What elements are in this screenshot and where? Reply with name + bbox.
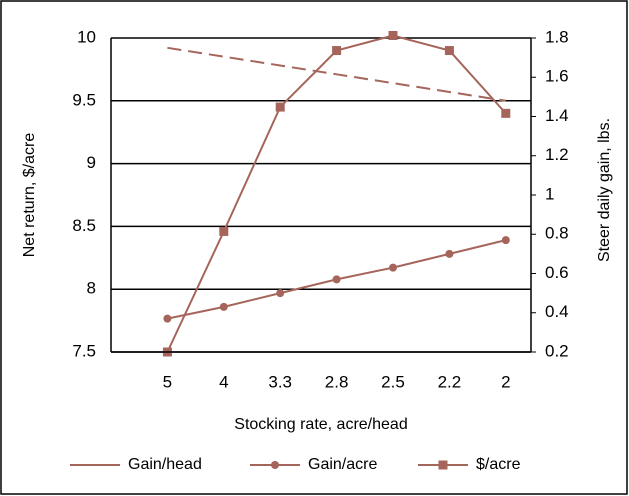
legend-label: Gain/acre — [308, 456, 377, 473]
data-point — [445, 249, 454, 258]
y-tick-label: 9 — [87, 153, 96, 172]
y2-tick-label: 1.6 — [545, 67, 569, 86]
y-tick-label: 10 — [77, 27, 96, 46]
y-tick-label: 7.5 — [72, 341, 96, 360]
data-point — [163, 314, 172, 323]
data-point — [219, 302, 228, 311]
y-tick-label: 9.5 — [72, 90, 96, 109]
data-point — [276, 289, 285, 298]
x-tick-label: 5 — [163, 372, 172, 391]
legend-marker — [271, 461, 279, 469]
y2-tick-label: 0.8 — [545, 224, 569, 243]
data-point — [501, 108, 511, 118]
x-tick-label: 4 — [219, 372, 228, 391]
data-point — [275, 102, 285, 112]
y-axis-title: Net return, $/acre — [21, 133, 38, 258]
y2-tick-label: 1.2 — [545, 145, 569, 164]
legend-label: Gain/head — [128, 456, 202, 473]
x-tick-label: 2 — [501, 372, 510, 391]
data-point — [389, 263, 397, 272]
y2-tick-label: 0.2 — [545, 341, 569, 360]
y2-tick-label: 0.4 — [545, 302, 569, 321]
legend-label: $/acre — [476, 456, 521, 473]
x-tick-label: 2.5 — [381, 372, 405, 391]
x-axis-title: Stocking rate, acre/head — [234, 416, 407, 433]
x-tick-label: 3.3 — [268, 372, 292, 391]
data-point — [332, 46, 342, 56]
x-tick-label: 2.8 — [325, 372, 349, 391]
y2-tick-label: 1 — [545, 184, 554, 203]
y2-tick-label: 0.6 — [545, 263, 569, 282]
series-line — [167, 46, 506, 102]
data-point — [388, 30, 398, 40]
legend-marker — [438, 460, 448, 470]
data-point — [444, 46, 454, 56]
data-point — [501, 236, 510, 245]
y2-axis-title: Steer daily gain, lbs. — [596, 118, 613, 262]
y2-tick-label: 1.4 — [545, 106, 569, 125]
y-tick-label: 8 — [87, 279, 96, 298]
y-tick-label: 8.5 — [72, 216, 96, 235]
x-tick-label: 2.2 — [438, 372, 462, 391]
y2-tick-label: 1.8 — [545, 27, 569, 46]
data-point — [219, 226, 229, 236]
data-point — [332, 275, 341, 284]
